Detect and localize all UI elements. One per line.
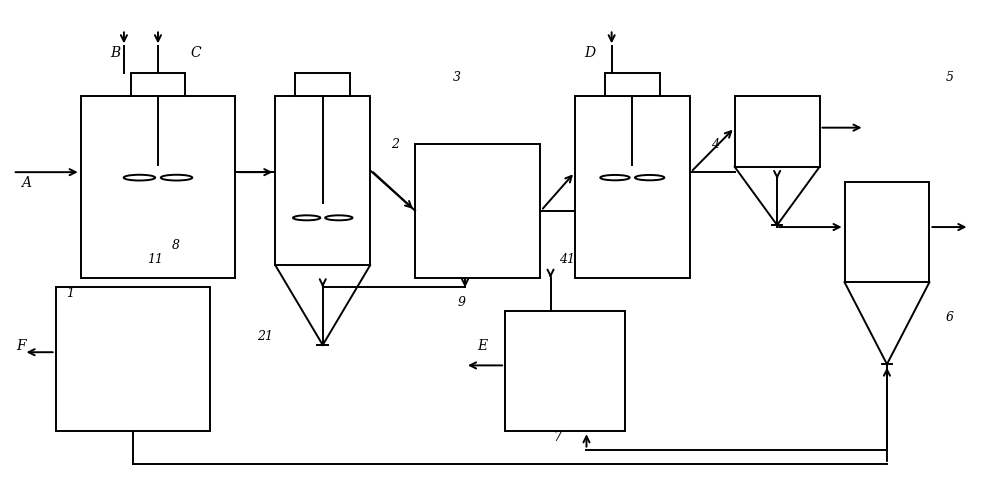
Text: A: A [21, 176, 31, 190]
Text: E: E [477, 338, 487, 352]
Text: 41: 41 [559, 252, 575, 265]
Text: 2: 2 [391, 138, 399, 151]
Text: 4: 4 [711, 138, 719, 151]
Bar [505, 312, 625, 432]
Text: D: D [584, 47, 595, 60]
Bar [415, 144, 540, 278]
Bar [735, 96, 820, 168]
Bar [845, 182, 929, 283]
Ellipse shape [161, 175, 192, 181]
Ellipse shape [600, 176, 630, 181]
Ellipse shape [293, 216, 320, 221]
Text: 11: 11 [147, 252, 163, 265]
Bar [605, 73, 660, 96]
Text: 9: 9 [458, 296, 466, 309]
Text: C: C [190, 47, 201, 60]
Text: 3: 3 [453, 71, 461, 84]
Bar [295, 73, 350, 96]
Text: 8: 8 [171, 238, 179, 251]
Bar [275, 96, 370, 265]
Bar [131, 73, 185, 96]
Text: 1: 1 [67, 286, 75, 299]
Text: B: B [110, 47, 121, 60]
Bar [56, 288, 210, 432]
Ellipse shape [124, 175, 155, 181]
Text: 5: 5 [945, 71, 953, 84]
Text: F: F [16, 338, 25, 352]
Bar [575, 96, 690, 278]
Text: 21: 21 [257, 329, 273, 342]
Text: 6: 6 [945, 310, 953, 323]
Text: 7: 7 [554, 430, 562, 443]
Ellipse shape [635, 176, 664, 181]
Bar [81, 96, 235, 278]
Ellipse shape [325, 216, 352, 221]
